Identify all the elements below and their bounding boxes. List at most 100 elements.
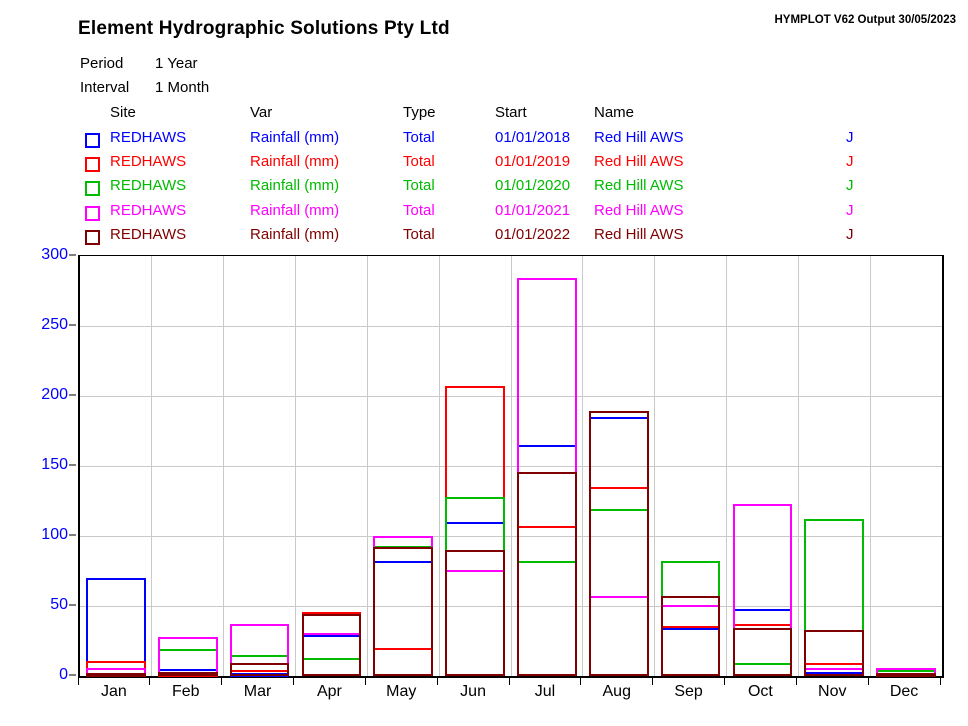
legend-row-2020: REDHAWS Rainfall (mm) Total 01/01/2020 R…	[0, 177, 968, 199]
bar-jun-2022	[445, 550, 505, 676]
y-tick	[69, 394, 76, 396]
x-gridline	[438, 256, 440, 676]
legend-start: 01/01/2021	[495, 202, 571, 219]
bar-oct-2022	[732, 628, 793, 676]
legend-row-2018: REDHAWS Rainfall (mm) Total 01/01/2018 R…	[0, 129, 968, 151]
x-axis-label: May	[386, 683, 417, 700]
legend-type: Total	[403, 226, 435, 243]
x-tick	[867, 677, 869, 685]
y-tick	[69, 534, 76, 536]
legend-start: 01/01/2018	[495, 129, 571, 146]
legend-row-2022: REDHAWS Rainfall (mm) Total 01/01/2022 R…	[0, 226, 968, 248]
legend-flag: J	[846, 177, 854, 194]
legend-flag: J	[846, 202, 854, 219]
legend-type: Total	[403, 177, 435, 194]
bar-jan-2022	[86, 673, 146, 677]
y-tick	[69, 324, 76, 326]
bar-nov-2022	[804, 629, 865, 676]
legend-col-site: Site	[110, 104, 136, 121]
x-axis-label: Jul	[534, 683, 556, 700]
legend-name: Red Hill AWS	[594, 226, 684, 243]
x-gridline	[726, 256, 727, 676]
x-axis-label: Mar	[243, 683, 272, 700]
bar-sep-2022	[660, 596, 721, 676]
legend-start: 01/01/2019	[495, 153, 571, 170]
legend-col-type: Type	[403, 104, 436, 121]
y-tick-label: 100	[41, 526, 68, 543]
x-axis-label: Sep	[674, 683, 703, 700]
series-swatch-icon	[85, 230, 100, 245]
legend-site: REDHAWS	[110, 202, 187, 219]
period-row: Period 1 Year	[80, 55, 198, 72]
legend-var: Rainfall (mm)	[250, 226, 340, 243]
plot-area	[78, 255, 944, 678]
period-label: Period	[80, 55, 124, 72]
legend-type: Total	[403, 129, 435, 146]
legend-name: Red Hill AWS	[594, 202, 684, 219]
bar-feb-2021	[157, 636, 218, 676]
x-tick	[795, 677, 797, 685]
x-tick	[508, 677, 510, 685]
legend-flag: J	[846, 129, 854, 146]
y-tick	[69, 674, 76, 676]
legend-row-2019: REDHAWS Rainfall (mm) Total 01/01/2019 R…	[0, 153, 968, 175]
legend-start: 01/01/2020	[495, 177, 571, 194]
legend-col-name: Name	[594, 104, 635, 121]
legend-site: REDHAWS	[110, 129, 187, 146]
series-swatch-icon	[85, 206, 100, 221]
x-axis-label: Nov	[818, 683, 847, 700]
y-tick-label: 300	[41, 246, 68, 263]
y-tick-label: 200	[41, 386, 68, 403]
x-axis-label: Feb	[171, 683, 200, 700]
x-tick	[724, 677, 725, 685]
bar-mar-2022	[229, 663, 290, 676]
rainfall-bar-chart: 0 50 100 150 200 250 300 Jan Feb Mar Apr May Jun Jul A…	[41, 246, 944, 700]
x-gridline	[582, 256, 584, 676]
period-value: 1 Year	[155, 55, 198, 72]
legend-var: Rainfall (mm)	[250, 129, 340, 146]
x-gridline	[797, 256, 799, 676]
legend-site: REDHAWS	[110, 226, 187, 243]
x-gridline	[295, 256, 296, 676]
y-tick-label: 50	[50, 596, 68, 613]
y-tick-label: 0	[59, 666, 68, 683]
legend-col-start: Start	[495, 104, 527, 121]
legend-flag: J	[846, 226, 854, 243]
bar-apr-2022	[301, 614, 362, 676]
y-tick	[69, 464, 76, 466]
legend-var: Rainfall (mm)	[250, 153, 340, 170]
legend-flag: J	[846, 153, 854, 170]
x-tick	[939, 677, 941, 685]
legend-site: REDHAWS	[110, 153, 187, 170]
x-gridline	[366, 256, 368, 676]
series-swatch-icon	[85, 181, 100, 196]
bar-dec-2022	[876, 673, 936, 677]
bar-feb-2022	[157, 671, 218, 676]
x-axis-label: Jun	[460, 683, 486, 700]
x-tick	[580, 677, 582, 685]
x-tick	[364, 677, 366, 685]
x-gridline	[151, 256, 153, 676]
x-tick	[436, 677, 438, 685]
x-axis-label: Jan	[101, 683, 127, 700]
legend-var: Rainfall (mm)	[250, 202, 340, 219]
legend-row-2021: REDHAWS Rainfall (mm) Total 01/01/2021 R…	[0, 202, 968, 224]
x-tick	[221, 677, 223, 685]
x-axis-label: Oct	[747, 683, 773, 700]
x-axis-label: Aug	[602, 683, 631, 700]
interval-value: 1 Month	[155, 79, 210, 96]
legend-name: Red Hill AWS	[594, 153, 684, 170]
series-swatch-icon	[85, 157, 100, 172]
legend-name: Red Hill AWS	[594, 177, 684, 194]
bar-may-2022	[373, 547, 434, 676]
x-axis-label: Dec	[889, 683, 919, 700]
interval-label: Interval	[80, 79, 130, 96]
x-gridline	[654, 256, 656, 676]
y-tick	[69, 604, 76, 606]
legend-col-var: Var	[250, 104, 273, 121]
legend-type: Total	[403, 202, 435, 219]
x-axis-label: Apr	[316, 683, 342, 700]
hymplot-version-stamp: HYMPLOT V62 Output 30/05/2023	[774, 14, 956, 26]
x-tick	[149, 677, 151, 685]
x-gridline	[510, 256, 512, 676]
